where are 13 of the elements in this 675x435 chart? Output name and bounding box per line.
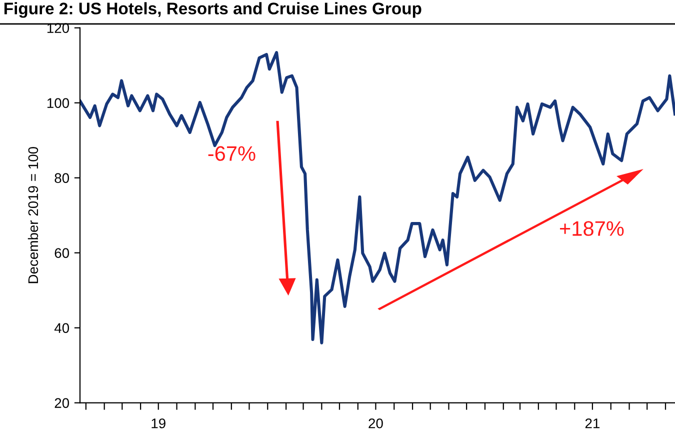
annotation: +187% [560, 221, 624, 236]
y-tick-label: 20 [54, 398, 70, 408]
x-tick-label: 20 [368, 418, 383, 428]
y-tick-label: 80 [54, 173, 70, 183]
y-axis-title: December 2019 = 100 [28, 146, 38, 284]
x-tick-label: 21 [585, 418, 600, 428]
y-tick-label: 40 [54, 323, 70, 333]
y-tick-label: 100 [47, 98, 70, 108]
x-tick-label: 19 [152, 418, 166, 428]
chart-title: Figure 2: US Hotels, Resorts and Cruise Lines Group [4, 2, 422, 18]
y-tick-label: 60 [54, 248, 70, 258]
line-series [80, 51, 675, 344]
annotation: -67% [208, 146, 256, 161]
